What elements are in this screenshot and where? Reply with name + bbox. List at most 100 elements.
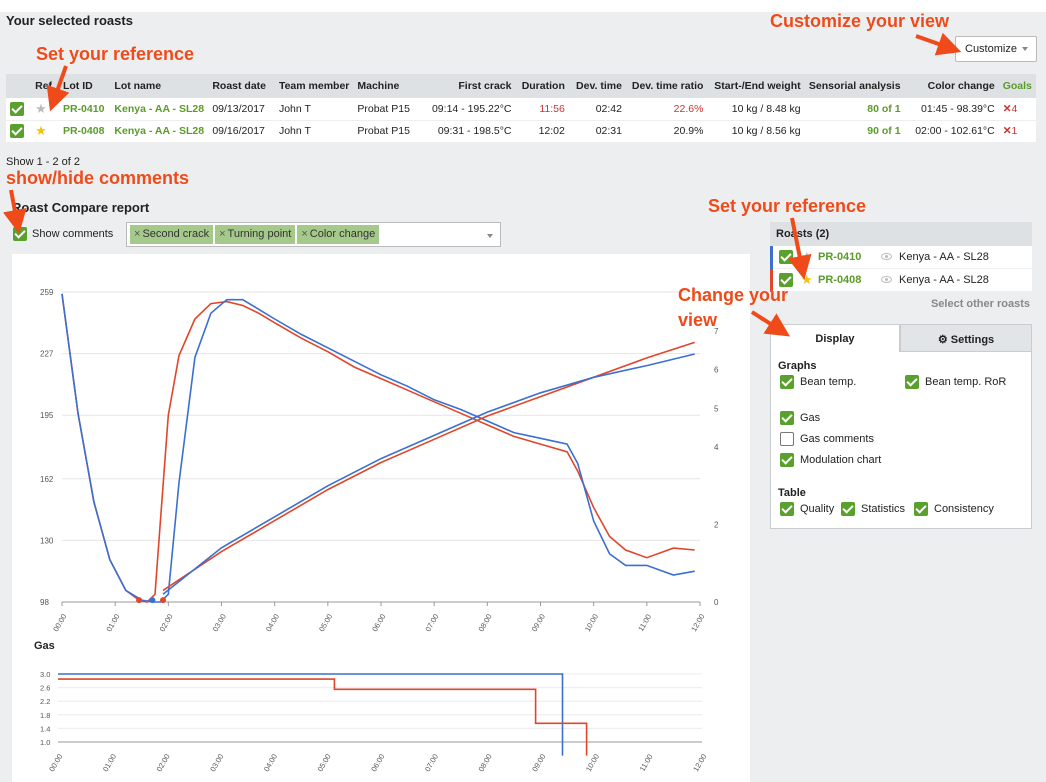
gas-x-tick-label: 11:00 xyxy=(638,753,655,773)
col-goals: Goals xyxy=(998,74,1036,98)
select-other-roasts-link[interactable]: Select other roasts xyxy=(930,298,1030,310)
option-bean-temp-ror[interactable]: Bean temp. RoR xyxy=(905,375,1006,389)
show-comments-toggle[interactable]: Show comments xyxy=(13,227,113,241)
col-machine: Machine xyxy=(353,74,423,98)
option-bean-temp[interactable]: Bean temp. xyxy=(780,375,856,389)
result-count: Show 1 - 2 of 2 xyxy=(6,156,80,168)
remove-tag-icon[interactable]: × xyxy=(301,228,308,240)
turning-point-marker xyxy=(160,597,167,604)
option-label: Bean temp. xyxy=(800,375,857,388)
reference-star-icon[interactable]: ★ xyxy=(801,249,813,264)
option-label: Gas comments xyxy=(800,432,874,445)
eye-icon[interactable] xyxy=(881,276,892,283)
y-tick-label-left: 195 xyxy=(40,411,54,420)
table-row: ★ PR-0408 Kenya - AA - SL28 09/16/2017 J… xyxy=(6,120,1036,143)
roast-date: 09/13/2017 xyxy=(208,98,275,121)
tag-second-crack[interactable]: × Second crack xyxy=(130,225,214,244)
tag-label: Second crack xyxy=(142,228,210,240)
turning-point-marker xyxy=(149,597,156,604)
annotation-show-hide-comments: show/hide comments xyxy=(6,168,190,188)
machine: Probat P15 xyxy=(353,98,423,121)
option-statistics[interactable]: Statistics xyxy=(841,502,905,516)
checkbox[interactable] xyxy=(780,502,794,516)
col-color-change: Color change xyxy=(904,74,999,98)
gas-y-tick-label: 3.0 xyxy=(40,670,50,679)
y-tick-label-right: 5 xyxy=(714,404,719,413)
chevron-down-icon[interactable] xyxy=(487,234,493,238)
tab-settings[interactable]: ⚙ Settings xyxy=(900,324,1032,352)
checkbox[interactable] xyxy=(780,411,794,425)
team-member: John T xyxy=(274,98,354,121)
goals-cell: ✕1 xyxy=(998,120,1036,143)
goals-count: 4 xyxy=(1011,102,1018,115)
sensorial[interactable]: 90 of 1 xyxy=(804,120,905,143)
ref-cell: ★ xyxy=(31,98,59,121)
y-tick-label-right: 6 xyxy=(714,366,719,375)
side-roast-row[interactable]: ★ PR-0410 Kenya - AA - SL28 xyxy=(770,246,1032,269)
checkbox[interactable] xyxy=(914,502,928,516)
show-comments-checkbox[interactable] xyxy=(13,227,27,241)
col-dev-time: Dev. time xyxy=(568,74,626,98)
x-tick-label: 11:00 xyxy=(636,613,653,632)
ref-cell: ★ xyxy=(31,120,59,143)
checkbox[interactable] xyxy=(841,502,855,516)
lot-id[interactable]: PR-0408 xyxy=(58,120,111,143)
option-consistency[interactable]: Consistency xyxy=(914,502,994,516)
gas-x-tick-label: 08:00 xyxy=(477,752,494,773)
row-select-checkbox[interactable] xyxy=(10,124,24,138)
lot-id[interactable]: PR-0410 xyxy=(58,98,111,121)
lot-name[interactable]: Kenya - AA - SL28 xyxy=(110,98,209,121)
comment-tags-select[interactable]: × Second crack × Turning point × Color change xyxy=(126,222,501,247)
customize-button[interactable]: Customize xyxy=(955,36,1037,62)
dev-ratio: 20.9% xyxy=(625,120,708,143)
annotation-change-view-line1: Change your xyxy=(678,285,789,305)
series-line-red-left xyxy=(61,293,695,603)
col-check xyxy=(6,74,32,98)
reference-star-icon[interactable]: ★ xyxy=(801,272,813,287)
side-roast-row[interactable]: ★ PR-0408 Kenya - AA - SL28 xyxy=(770,269,1032,292)
annotation-customize-view: Customize your view xyxy=(770,11,950,31)
series-color-bar xyxy=(770,246,773,269)
tag-color-change[interactable]: × Color change xyxy=(297,225,380,244)
col-duration: Duration xyxy=(515,74,569,98)
option-label: Gas xyxy=(800,411,821,424)
display-options-panel: Graphs Bean temp. Bean temp. RoR Gas Gas… xyxy=(770,352,1032,529)
gas-x-tick-label: 04:00 xyxy=(262,752,279,773)
option-quality[interactable]: Quality xyxy=(780,502,834,516)
series-line-red-right xyxy=(162,341,695,592)
reference-star-icon[interactable]: ★ xyxy=(35,123,47,138)
side-roast-checkbox[interactable] xyxy=(779,250,793,264)
checkbox[interactable] xyxy=(905,375,919,389)
side-lot-id[interactable]: PR-0410 xyxy=(818,251,862,263)
gas-y-tick-label: 1.0 xyxy=(40,738,50,747)
gas-y-tick-label: 1.8 xyxy=(40,711,50,720)
checkbox[interactable] xyxy=(780,453,794,467)
table-row: ★ PR-0410 Kenya - AA - SL28 09/13/2017 J… xyxy=(6,98,1036,121)
option-label: Consistency xyxy=(934,502,994,515)
gas-x-tick-label: 05:00 xyxy=(316,752,333,773)
option-gas[interactable]: Gas xyxy=(780,411,820,425)
side-lot-id[interactable]: PR-0408 xyxy=(818,274,862,286)
turning-point-marker xyxy=(136,597,143,604)
checkbox[interactable] xyxy=(780,375,794,389)
remove-tag-icon[interactable]: × xyxy=(219,228,226,240)
x-tick-label: 10:00 xyxy=(583,612,600,632)
row-select-checkbox[interactable] xyxy=(10,101,24,116)
option-gas-comments[interactable]: Gas comments xyxy=(780,432,874,446)
reference-star-icon[interactable]: ★ xyxy=(35,100,47,116)
row-check-cell xyxy=(6,120,32,143)
tag-turning-point[interactable]: × Turning point xyxy=(215,225,296,244)
customize-button-label: Customize xyxy=(965,43,1017,55)
tab-display[interactable]: Display xyxy=(770,324,900,352)
y-tick-label-right: 7 xyxy=(714,327,719,336)
checkbox[interactable] xyxy=(780,432,794,446)
eye-icon[interactable] xyxy=(881,253,892,260)
option-modulation[interactable]: Modulation chart xyxy=(780,453,881,467)
gas-chart: Gas 3.0 2.6 2.2 1.8 1.4 1.0 00:00 01:00 02:00 03:… xyxy=(12,632,750,782)
y-tick-label-left: 259 xyxy=(40,288,54,297)
lot-name[interactable]: Kenya - AA - SL28 xyxy=(110,120,209,143)
remove-tag-icon[interactable]: × xyxy=(134,228,141,240)
x-tick-label: 12:00 xyxy=(689,612,706,632)
gas-series-line-blue xyxy=(58,673,564,756)
sensorial[interactable]: 80 of 1 xyxy=(804,98,905,121)
